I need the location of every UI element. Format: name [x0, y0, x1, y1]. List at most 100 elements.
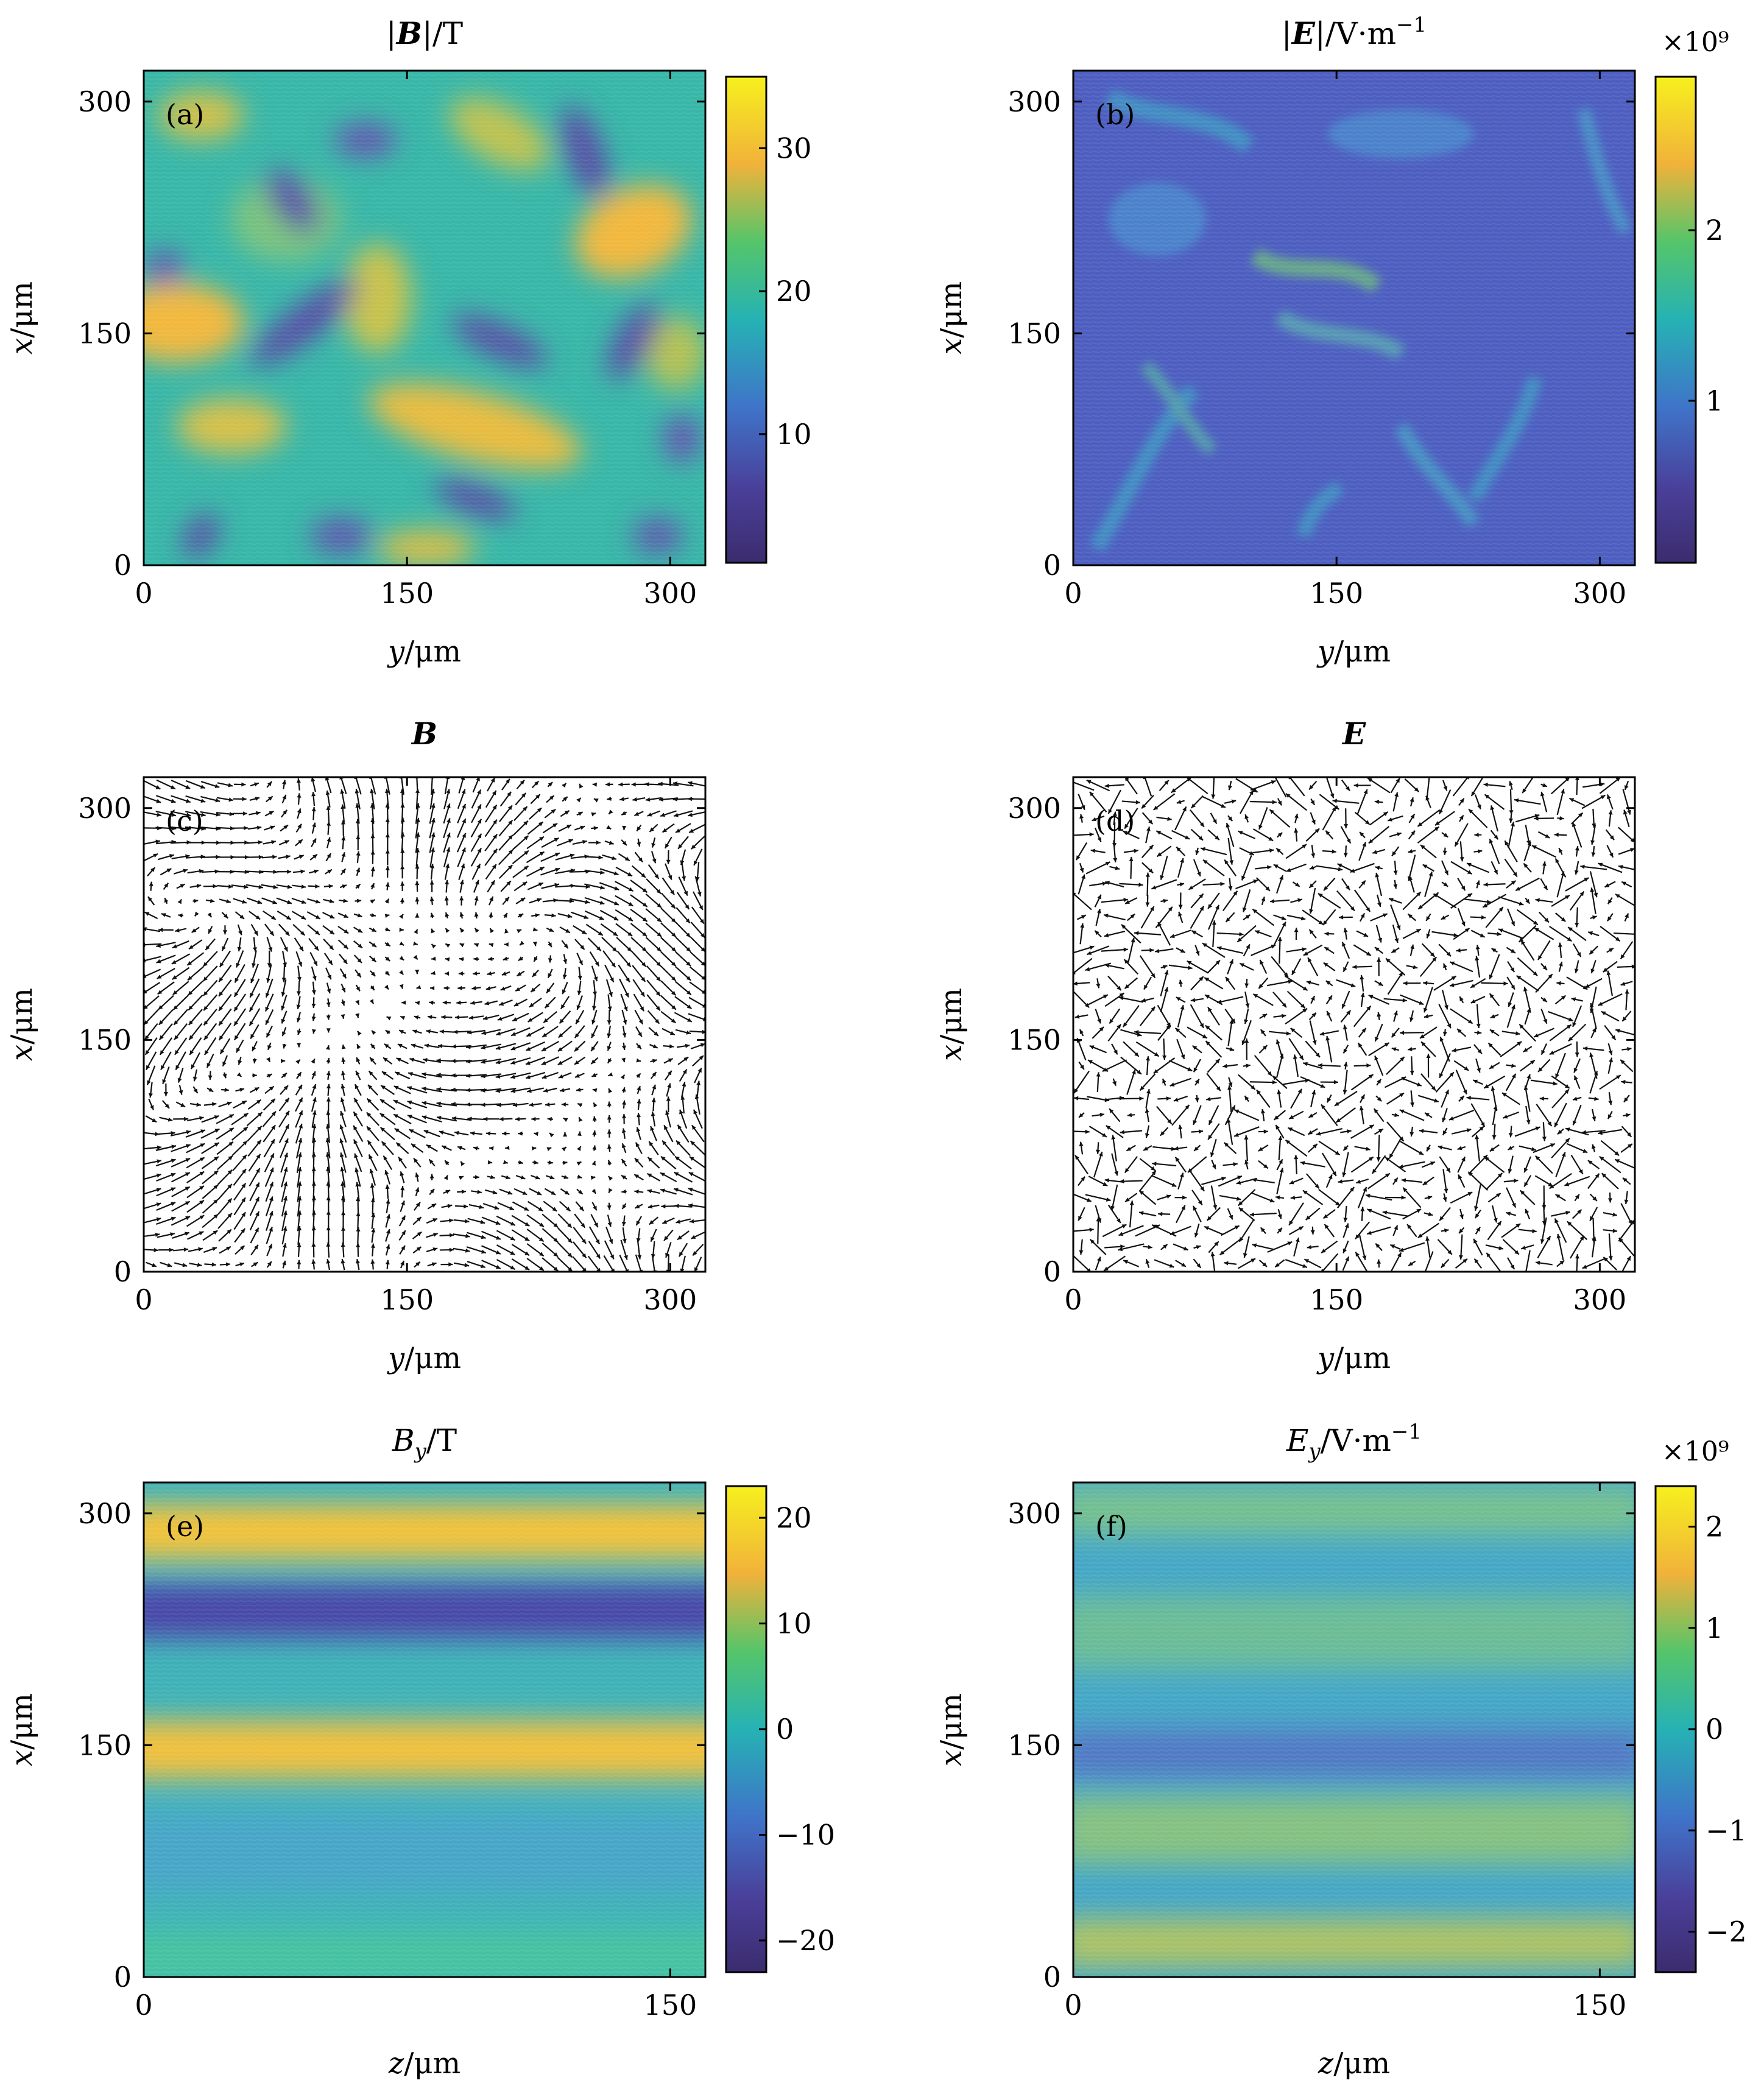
vector-arrowhead: [370, 817, 375, 823]
vector-arrowhead: [326, 1084, 331, 1089]
vector-arrowhead: [1126, 1146, 1132, 1151]
vector-arrowhead: [174, 1020, 178, 1025]
vector-arrowhead: [1170, 1082, 1175, 1087]
vector-arrowhead: [1283, 972, 1288, 977]
vector-arrowhead: [227, 1229, 231, 1234]
vector-arrowhead: [1533, 920, 1538, 925]
vector-arrowhead: [515, 987, 521, 992]
vector-arrowhead: [1592, 915, 1597, 920]
vector-arrowhead: [1458, 1174, 1462, 1180]
vector-arrow: [1249, 1212, 1277, 1216]
vector-arrowhead: [508, 834, 513, 840]
vector-arrowhead: [311, 1059, 315, 1064]
vector-arrowhead: [1615, 1075, 1621, 1079]
vector-arrowhead: [358, 943, 362, 948]
vector-arrowhead: [1119, 996, 1124, 1001]
letter-b: (b): [1095, 98, 1135, 131]
vector-arrowhead: [593, 798, 599, 803]
vector-arrowhead: [1484, 1084, 1489, 1088]
vector-arrowhead: [283, 809, 288, 815]
vector-arrowhead: [297, 1072, 302, 1077]
vector-arrowhead: [370, 834, 375, 839]
vector-arrowhead: [1170, 934, 1175, 939]
vector-arrowhead: [1078, 1216, 1082, 1221]
vector-arrowhead: [1420, 845, 1425, 850]
vector-arrowhead: [1079, 1250, 1084, 1255]
vector-arrowhead: [635, 1142, 640, 1147]
vector-arrowhead: [1366, 1194, 1371, 1198]
vector-arrowhead: [1432, 957, 1437, 962]
vector-arrowhead: [284, 840, 289, 844]
vector-arrowhead: [271, 840, 276, 845]
vector-arrowhead: [400, 803, 405, 808]
vector-arrowhead: [1401, 1195, 1406, 1200]
vector-arrowhead: [576, 1146, 581, 1151]
vector-arrowhead: [548, 942, 552, 948]
vector-arrowhead: [1176, 800, 1182, 804]
vector-arrowhead: [642, 932, 647, 937]
vector-arrow: [1266, 980, 1293, 987]
vector-arrowhead: [1290, 1027, 1296, 1033]
vector-arrowhead: [691, 1235, 696, 1239]
vector-arrowhead: [1486, 1252, 1491, 1258]
vector-arrowhead: [422, 1101, 427, 1105]
vector-arrowhead: [1187, 1067, 1193, 1071]
vector-arrowhead: [518, 956, 523, 961]
vector-arrowhead: [1310, 996, 1315, 1001]
y-tick-label: 150: [1007, 317, 1061, 350]
vector-arrowhead: [1231, 799, 1237, 804]
vector-arrowhead: [1115, 865, 1120, 870]
vector-arrowhead: [1319, 1031, 1325, 1036]
vector-arrowhead: [1609, 1057, 1614, 1063]
vector-arrowhead: [370, 867, 375, 872]
vector-arrowhead: [384, 1043, 389, 1048]
vector-arrow: [1240, 789, 1254, 814]
vector-arrowhead: [557, 1060, 563, 1065]
vector-arrowhead: [688, 1203, 693, 1208]
xlabel-e: z/μm: [388, 2046, 460, 2081]
vector-arrowhead: [637, 842, 641, 847]
vector-arrowhead: [1377, 957, 1381, 962]
vector-arrowhead: [1565, 777, 1570, 782]
vector-arrowhead: [676, 828, 680, 833]
vector-arrowhead: [690, 1141, 696, 1146]
vector-arrowhead: [564, 810, 570, 815]
vector-arrowhead: [147, 1080, 151, 1085]
vector-arrowhead: [1595, 1173, 1600, 1179]
vector-arrowhead: [297, 1152, 302, 1157]
vector-arrowhead: [1508, 1133, 1513, 1138]
vector-arrowhead: [1582, 1046, 1588, 1051]
vector-arrowhead: [1146, 1056, 1151, 1061]
vector-arrowhead: [622, 1238, 627, 1244]
vector-arrowhead: [265, 1006, 269, 1012]
vector-arrowhead: [1366, 1006, 1371, 1011]
vector-arrowhead: [1396, 832, 1402, 837]
vector-arrowhead: [500, 986, 506, 991]
vector-arrowhead: [1621, 881, 1627, 886]
vector-arrowhead: [1318, 893, 1323, 898]
vector-arrowhead: [239, 914, 245, 919]
vector-arrowhead: [1367, 778, 1373, 783]
vector-arrowhead: [1422, 1180, 1428, 1185]
vector-arrowhead: [200, 798, 206, 803]
vector-arrowhead: [1493, 1218, 1498, 1223]
vector-arrowhead: [234, 992, 239, 997]
vector-arrow: [1377, 1134, 1380, 1162]
vector-arrowhead: [1555, 858, 1560, 864]
vector-arrowhead: [1208, 904, 1213, 909]
vector-arrowhead: [266, 1020, 270, 1025]
vector-arrowhead: [574, 1060, 579, 1065]
vector-arrowhead: [326, 1071, 331, 1076]
vector-arrowhead: [1098, 1152, 1103, 1157]
vector-arrowhead: [446, 847, 451, 852]
x-tick-label: 0: [135, 1989, 152, 2021]
vector-arrowhead: [496, 1031, 501, 1036]
vector-arrowhead: [1417, 1233, 1423, 1238]
vector-arrowhead: [1356, 1179, 1361, 1184]
vector-arrowhead: [1343, 928, 1348, 933]
vector-arrowhead: [1096, 909, 1101, 914]
vector-arrowhead: [286, 915, 291, 920]
vector-arrowhead: [610, 1254, 614, 1260]
vector-arrowhead: [1615, 1029, 1620, 1033]
